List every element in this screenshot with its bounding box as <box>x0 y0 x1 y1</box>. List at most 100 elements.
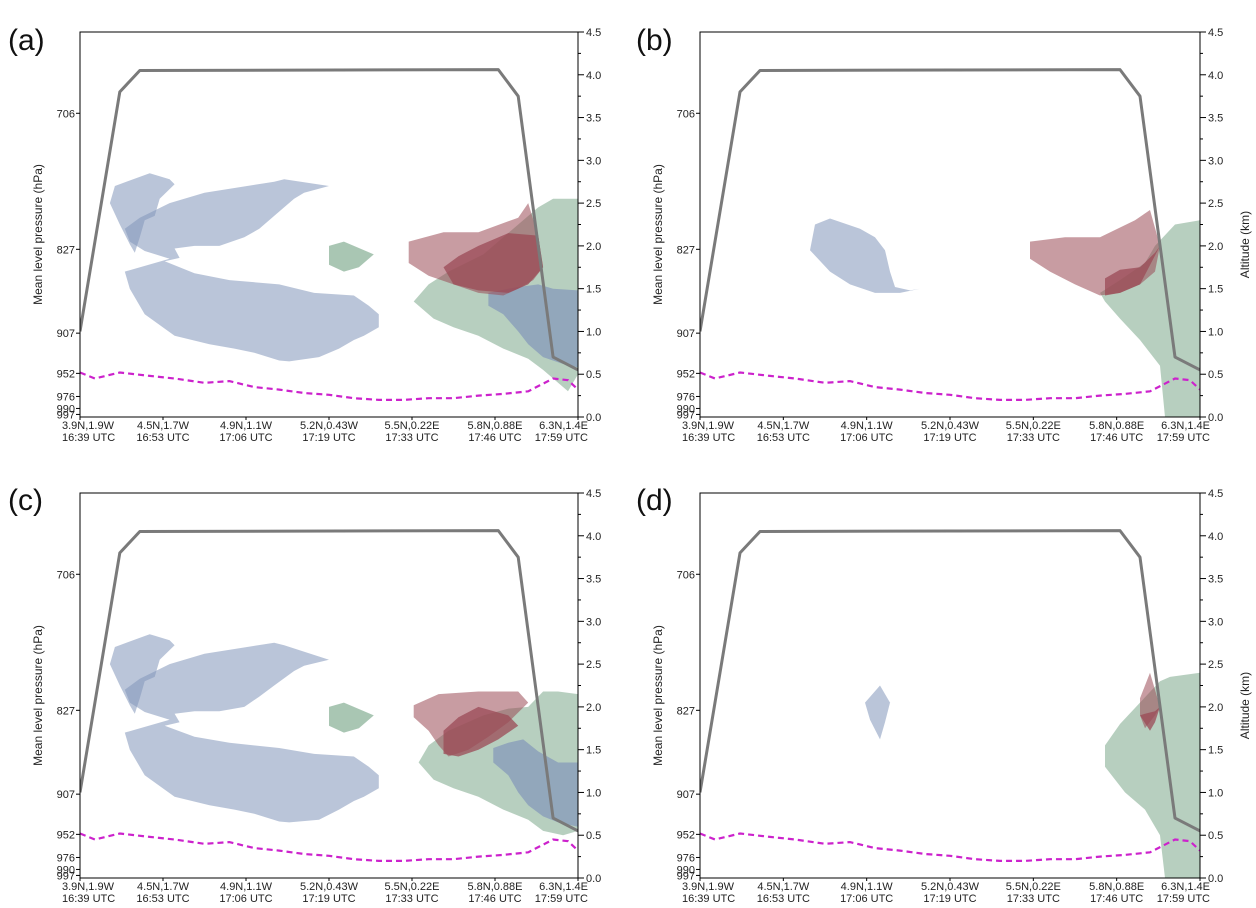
altitude-tick-label: 1.0 <box>586 787 601 799</box>
pressure-tick-label: 997 <box>57 409 75 421</box>
altitude-tick-label: 0.5 <box>1208 369 1223 381</box>
x-tick-label-position: 3.9N,1.9W <box>62 881 115 893</box>
altitude-tick-label: 2.5 <box>1208 659 1223 671</box>
altitude-tick-label: 1.0 <box>1208 326 1223 338</box>
x-tick-label-time: 16:53 UTC <box>757 432 810 444</box>
x-tick-label-time: 16:39 UTC <box>682 432 735 444</box>
pressure-tick-label: 706 <box>677 108 695 120</box>
x-tick-label-position: 5.2N,0.43W <box>300 420 359 432</box>
x-tick-label-time: 16:53 UTC <box>136 893 189 905</box>
x-tick-label-time: 17:33 UTC <box>1007 893 1060 905</box>
pressure-tick-label: 952 <box>677 829 695 841</box>
panel-label: (a) <box>8 24 45 57</box>
altitude-tick-label: 4.0 <box>586 70 601 82</box>
pressure-tick-label: 827 <box>57 705 75 717</box>
region-green <box>1105 672 1200 878</box>
region-blue <box>109 173 175 253</box>
region-blue <box>124 642 379 823</box>
x-tick-label-time: 17:06 UTC <box>840 432 893 444</box>
pressure-tick-label: 907 <box>677 789 695 801</box>
pressure-tick-label: 990 <box>57 403 75 415</box>
altitude-tick-label: 4.0 <box>1208 70 1223 82</box>
altitude-tick-label: 4.5 <box>586 27 601 39</box>
x-tick-label-position: 5.5N,0.22E <box>1006 881 1061 893</box>
x-tick-label-position: 4.5N,1.7W <box>137 420 190 432</box>
altitude-tick-label: 1.0 <box>586 326 601 338</box>
altitude-tick-label: 2.0 <box>586 241 601 253</box>
altitude-tick-label: 0.0 <box>1208 412 1223 424</box>
altitude-tick-label: 4.5 <box>586 488 601 500</box>
pressure-tick-label: 990 <box>677 864 695 876</box>
plot-area <box>80 68 578 401</box>
x-tick-label-time: 17:06 UTC <box>219 893 272 905</box>
y-axis-title-left: Mean level pressure (hPa) <box>31 164 45 305</box>
altitude-tick-label: 3.5 <box>1208 113 1223 125</box>
region-red <box>443 233 544 293</box>
boundary-layer-line <box>80 832 578 863</box>
pressure-tick-label: 952 <box>677 368 695 380</box>
x-tick-label-time: 16:53 UTC <box>757 893 810 905</box>
pressure-tick-label: 907 <box>57 789 75 801</box>
x-tick-label-position: 4.9N,1.1W <box>841 881 894 893</box>
pressure-tick-label: 976 <box>57 391 75 403</box>
flight-track-line <box>700 68 1200 372</box>
panel-a: 4.5 4.0 3.5 3.0 2.5 2.0 1.5 1.0 0.5 0.0 706 827 907 9… <box>8 24 601 444</box>
x-tick-label-position: 4.9N,1.1W <box>220 881 273 893</box>
pressure-tick-label: 990 <box>57 864 75 876</box>
region-blue <box>810 218 920 293</box>
x-tick-label-time: 17:19 UTC <box>302 893 355 905</box>
altitude-tick-label: 0.5 <box>1208 830 1223 842</box>
x-tick-label-position: 5.2N,0.43W <box>300 881 359 893</box>
pressure-tick-label: 706 <box>57 569 75 581</box>
x-tick-label-position: 4.9N,1.1W <box>841 420 894 432</box>
region-blue <box>124 179 379 362</box>
x-tick-label-time: 16:39 UTC <box>62 893 115 905</box>
plot-area <box>700 529 1200 878</box>
altitude-tick-label: 3.0 <box>586 616 601 628</box>
y-axis-title-left: Mean level pressure (hPa) <box>651 164 665 305</box>
x-tick-label-time: 17:33 UTC <box>385 432 438 444</box>
panel-b: 4.5 4.0 3.5 3.0 2.5 2.0 1.5 1.0 0.5 0.0 706 827 907 9… <box>636 24 1252 444</box>
boundary-layer-line <box>80 371 578 401</box>
x-tick-label-time: 17:59 UTC <box>535 893 588 905</box>
x-tick-label-position: 4.5N,1.7W <box>757 420 810 432</box>
region-red <box>443 706 519 757</box>
altitude-tick-label: 0.0 <box>1208 873 1223 885</box>
altitude-tick-label: 1.5 <box>586 745 601 757</box>
altitude-tick-label: 2.5 <box>1208 198 1223 210</box>
x-tick-label-position: 5.8N,0.88E <box>467 420 522 432</box>
pressure-tick-label: 997 <box>677 409 695 421</box>
pressure-tick-label: 827 <box>677 705 695 717</box>
panel-label: (c) <box>8 484 43 517</box>
region-blue <box>109 634 175 714</box>
x-tick-label-time: 17:19 UTC <box>923 432 976 444</box>
x-tick-label-position: 5.5N,0.22E <box>384 881 439 893</box>
pressure-tick-label: 976 <box>57 852 75 864</box>
region-blue <box>493 739 578 827</box>
altitude-tick-label: 1.5 <box>1208 745 1223 757</box>
x-tick-label-time: 17:46 UTC <box>1090 432 1143 444</box>
region-green <box>329 241 374 272</box>
x-tick-label-position: 5.8N,0.88E <box>1089 420 1144 432</box>
x-tick-label-time: 17:19 UTC <box>302 432 355 444</box>
x-tick-label-position: 4.5N,1.7W <box>137 881 190 893</box>
x-tick-label-position: 6.3N,1.4E <box>1161 420 1210 432</box>
axes-frame <box>699 31 1201 418</box>
x-tick-label-position: 4.9N,1.1W <box>220 420 273 432</box>
x-tick-label-position: 4.5N,1.7W <box>757 881 810 893</box>
pressure-tick-label: 952 <box>57 829 75 841</box>
region-green <box>329 702 374 733</box>
x-tick-label-time: 17:59 UTC <box>1157 432 1210 444</box>
x-tick-label-time: 17:59 UTC <box>1157 893 1210 905</box>
altitude-tick-label: 2.0 <box>586 702 601 714</box>
altitude-tick-label: 1.5 <box>586 284 601 296</box>
altitude-tick-label: 2.0 <box>1208 241 1223 253</box>
pressure-tick-label: 827 <box>57 244 75 256</box>
x-tick-label-position: 5.2N,0.43W <box>921 881 980 893</box>
x-tick-label-time: 17:46 UTC <box>1090 893 1143 905</box>
y-axis-title-left: Mean level pressure (hPa) <box>651 625 665 766</box>
altitude-tick-label: 4.0 <box>586 531 601 543</box>
x-tick-label-position: 6.3N,1.4E <box>1161 881 1210 893</box>
altitude-tick-label: 3.0 <box>586 155 601 167</box>
x-tick-label-position: 3.9N,1.9W <box>682 881 735 893</box>
